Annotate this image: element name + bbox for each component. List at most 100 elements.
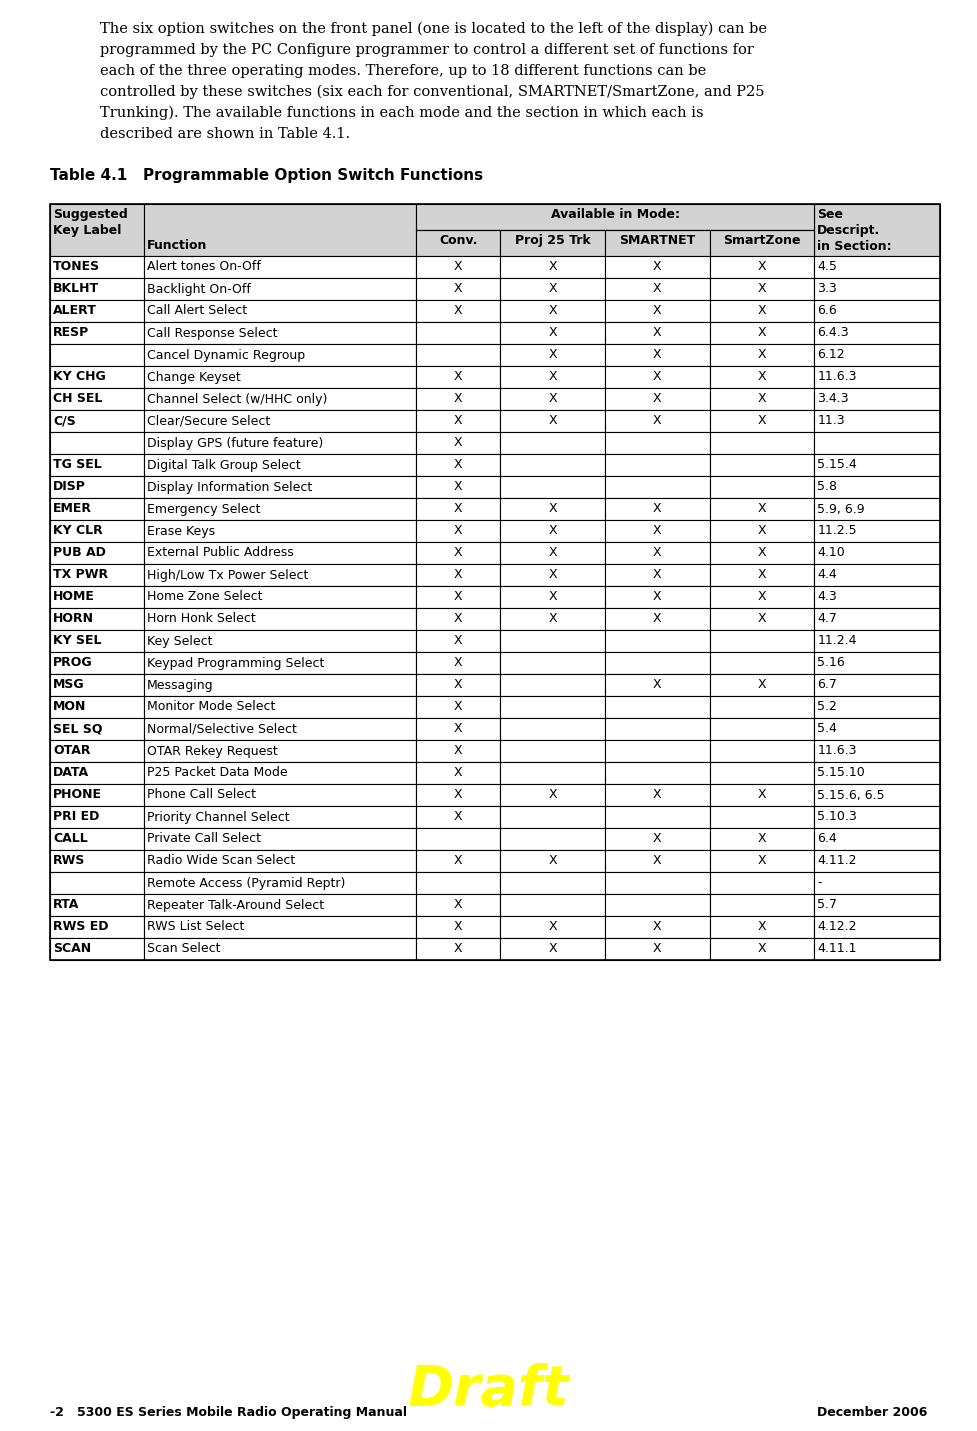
Bar — [145, 784, 416, 806]
Bar — [709, 301, 815, 322]
Text: X: X — [548, 920, 557, 933]
Bar — [709, 322, 815, 343]
Bar — [50, 343, 145, 366]
Bar — [605, 871, 709, 894]
Bar — [815, 587, 940, 608]
Text: Remote Access (Pyramid Reptr): Remote Access (Pyramid Reptr) — [148, 877, 346, 890]
Text: 6.4: 6.4 — [818, 833, 837, 846]
Bar — [416, 230, 500, 256]
Bar — [416, 432, 500, 454]
Text: SMARTNET: SMARTNET — [619, 235, 696, 248]
Bar — [709, 871, 815, 894]
Text: X: X — [454, 502, 463, 515]
Bar — [815, 564, 940, 587]
Bar — [815, 366, 940, 388]
Bar — [50, 205, 940, 960]
Bar — [416, 366, 500, 388]
Bar — [605, 454, 709, 477]
Text: X: X — [758, 305, 766, 318]
Bar — [416, 718, 500, 740]
Text: X: X — [454, 612, 463, 625]
Bar — [605, 608, 709, 630]
Bar — [500, 322, 605, 343]
Bar — [416, 519, 500, 542]
Bar — [605, 653, 709, 674]
Bar — [605, 937, 709, 960]
Bar — [500, 587, 605, 608]
Text: RESP: RESP — [53, 326, 89, 339]
Text: RWS List Select: RWS List Select — [148, 920, 244, 933]
Text: X: X — [653, 678, 661, 691]
Text: Clear/Secure Select: Clear/Secure Select — [148, 415, 271, 428]
Bar — [815, 937, 940, 960]
Text: X: X — [454, 547, 463, 560]
Bar — [145, 871, 416, 894]
Bar — [605, 587, 709, 608]
Text: X: X — [548, 854, 557, 867]
Text: 5.8: 5.8 — [818, 481, 837, 494]
Text: X: X — [454, 701, 463, 714]
Bar — [815, 256, 940, 278]
Bar — [145, 587, 416, 608]
Bar — [709, 587, 815, 608]
Bar — [605, 519, 709, 542]
Text: X: X — [548, 591, 557, 604]
Text: 11.2.5: 11.2.5 — [818, 525, 857, 538]
Text: X: X — [548, 788, 557, 801]
Text: SmartZone: SmartZone — [723, 235, 801, 248]
Text: X: X — [758, 943, 766, 956]
Bar — [709, 608, 815, 630]
Bar — [50, 761, 145, 784]
Text: X: X — [758, 833, 766, 846]
Text: Channel Select (w/HHC only): Channel Select (w/HHC only) — [148, 392, 327, 405]
Bar — [500, 230, 605, 256]
Bar — [605, 829, 709, 850]
Bar — [605, 630, 709, 653]
Text: TG SEL: TG SEL — [53, 458, 102, 471]
Text: Call Response Select: Call Response Select — [148, 326, 277, 339]
Bar — [500, 256, 605, 278]
Bar — [145, 301, 416, 322]
Text: 11.6.3: 11.6.3 — [818, 371, 857, 384]
Bar — [500, 653, 605, 674]
Bar — [815, 806, 940, 829]
Text: X: X — [454, 723, 463, 736]
Text: Proj 25 Trk: Proj 25 Trk — [515, 235, 590, 248]
Bar — [416, 653, 500, 674]
Text: X: X — [758, 282, 766, 295]
Text: X: X — [454, 591, 463, 604]
Text: X: X — [548, 260, 557, 273]
Bar — [416, 477, 500, 498]
Text: KY CHG: KY CHG — [53, 371, 106, 384]
Bar — [605, 230, 709, 256]
Bar — [709, 256, 815, 278]
Text: X: X — [653, 854, 661, 867]
Bar — [815, 695, 940, 718]
Bar — [416, 587, 500, 608]
Text: X: X — [758, 371, 766, 384]
Bar — [416, 205, 815, 230]
Text: OTAR: OTAR — [53, 744, 91, 757]
Text: X: X — [758, 920, 766, 933]
Text: PUB AD: PUB AD — [53, 547, 106, 560]
Bar — [416, 674, 500, 695]
Bar — [605, 301, 709, 322]
Text: X: X — [758, 547, 766, 560]
Bar — [416, 278, 500, 301]
Text: X: X — [758, 568, 766, 581]
Bar — [709, 230, 815, 256]
Text: PRI ED: PRI ED — [53, 810, 100, 823]
Text: Change Keyset: Change Keyset — [148, 371, 241, 384]
Text: CH SEL: CH SEL — [53, 392, 103, 405]
Text: 4.5: 4.5 — [818, 260, 837, 273]
Bar — [416, 695, 500, 718]
Text: X: X — [454, 371, 463, 384]
Bar — [500, 411, 605, 432]
Bar — [145, 695, 416, 718]
Bar — [605, 366, 709, 388]
Bar — [145, 894, 416, 916]
Text: X: X — [758, 612, 766, 625]
Text: 3.4.3: 3.4.3 — [818, 392, 849, 405]
Text: X: X — [548, 612, 557, 625]
Text: 4.11.1: 4.11.1 — [818, 943, 857, 956]
